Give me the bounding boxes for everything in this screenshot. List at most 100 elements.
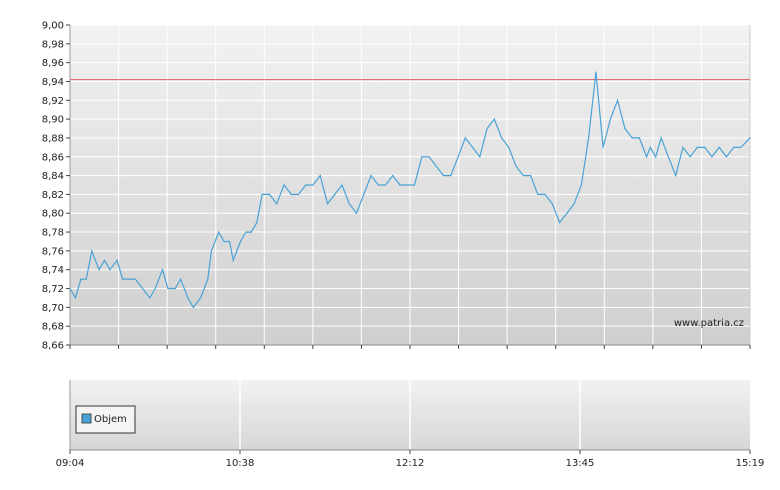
- y-tick-label: 8,74: [42, 265, 64, 276]
- price-point: [377, 184, 379, 186]
- price-point: [609, 118, 612, 120]
- price-point: [559, 222, 561, 224]
- price-point: [595, 71, 597, 73]
- y-tick-label: 8,90: [42, 115, 64, 126]
- price-point: [624, 127, 626, 130]
- price-point: [141, 287, 144, 290]
- price-point: [421, 156, 423, 158]
- price-point: [642, 146, 644, 148]
- price-point: [749, 137, 751, 139]
- y-tick-label: 8,72: [42, 284, 64, 295]
- price-point: [638, 137, 641, 139]
- price-point: [696, 146, 699, 148]
- x-tick-label: 10:38: [226, 458, 255, 469]
- price-point: [501, 137, 503, 139]
- price-point: [355, 212, 358, 214]
- price-point: [223, 240, 225, 243]
- price-point: [522, 175, 524, 177]
- price-point: [256, 222, 258, 224]
- y-tick-label: 8,94: [42, 77, 64, 88]
- price-grid: [69, 24, 751, 346]
- y-tick-label: 8,86: [42, 152, 64, 163]
- price-point: [74, 297, 76, 299]
- price-point: [537, 193, 539, 195]
- price-point: [312, 184, 314, 186]
- price-point: [80, 278, 82, 280]
- price-point: [479, 156, 481, 158]
- price-point: [218, 231, 220, 233]
- price-point: [210, 250, 212, 252]
- price-point: [239, 240, 242, 243]
- price-points: [69, 71, 751, 308]
- price-point: [428, 156, 430, 158]
- price-point: [675, 175, 677, 177]
- price-point: [472, 146, 474, 148]
- x-tick-label: 13:45: [566, 458, 595, 469]
- price-point: [250, 231, 252, 233]
- price-point: [129, 278, 131, 280]
- price-point: [236, 250, 238, 252]
- price-point: [544, 193, 546, 195]
- watermark-text: www.patria.cz: [674, 318, 744, 329]
- price-point: [319, 175, 321, 177]
- price-point: [154, 287, 156, 290]
- price-point: [207, 278, 209, 280]
- price-point: [261, 193, 263, 195]
- price-point: [508, 146, 510, 148]
- y-axis: 9,00 8,98 8,96 8,94 8,92 8,90 8,88 8,86 8,84 8,82…: [42, 21, 70, 352]
- y-tick-label: 8,70: [42, 303, 64, 314]
- legend-swatch: [81, 413, 92, 424]
- price-point: [617, 99, 619, 101]
- price-point: [116, 259, 118, 261]
- price-point: [530, 175, 532, 177]
- y-tick-label: 8,84: [42, 171, 64, 182]
- x-ticks-bottom: [69, 450, 751, 454]
- price-point: [667, 156, 670, 158]
- price-point: [392, 175, 394, 177]
- price-point: [268, 193, 271, 195]
- price-point: [457, 156, 459, 158]
- price-point: [348, 203, 350, 205]
- price-point: [326, 203, 329, 205]
- price-point: [98, 269, 100, 271]
- x-ticks-top: [69, 345, 751, 349]
- price-point: [187, 297, 189, 299]
- price-point: [91, 250, 93, 252]
- price-point: [689, 156, 691, 158]
- legend: Objem: [75, 405, 136, 434]
- price-point: [283, 184, 285, 186]
- price-point: [69, 287, 71, 290]
- y-tick-label: 8,66: [42, 341, 64, 352]
- price-point: [229, 240, 231, 243]
- price-point: [450, 175, 452, 177]
- price-point: [704, 146, 706, 148]
- price-point: [149, 297, 151, 299]
- price-point: [486, 127, 488, 130]
- x-tick-label: 15:19: [736, 458, 765, 469]
- price-point: [551, 203, 553, 205]
- price-point: [602, 146, 604, 148]
- y-tick-label: 8,96: [42, 58, 64, 69]
- price-point: [192, 306, 194, 308]
- price-point: [580, 184, 583, 186]
- price-point: [174, 287, 176, 290]
- price-point: [180, 278, 182, 280]
- price-point: [134, 278, 136, 280]
- price-point: [413, 184, 416, 186]
- price-point: [276, 203, 278, 205]
- y-tick-label: 8,98: [42, 39, 64, 50]
- y-tick-label: 8,92: [42, 96, 64, 107]
- price-point: [588, 137, 590, 139]
- y-tick-label: 8,78: [42, 228, 64, 239]
- price-point: [733, 146, 735, 148]
- x-tick-label: 09:04: [56, 458, 85, 469]
- price-point: [399, 184, 401, 186]
- price-point: [464, 137, 466, 139]
- price-point: [232, 259, 234, 261]
- price-point: [573, 203, 575, 205]
- price-point: [85, 278, 87, 280]
- price-point: [290, 193, 292, 195]
- price-point: [161, 269, 164, 271]
- x-tick-label: 12:12: [396, 458, 425, 469]
